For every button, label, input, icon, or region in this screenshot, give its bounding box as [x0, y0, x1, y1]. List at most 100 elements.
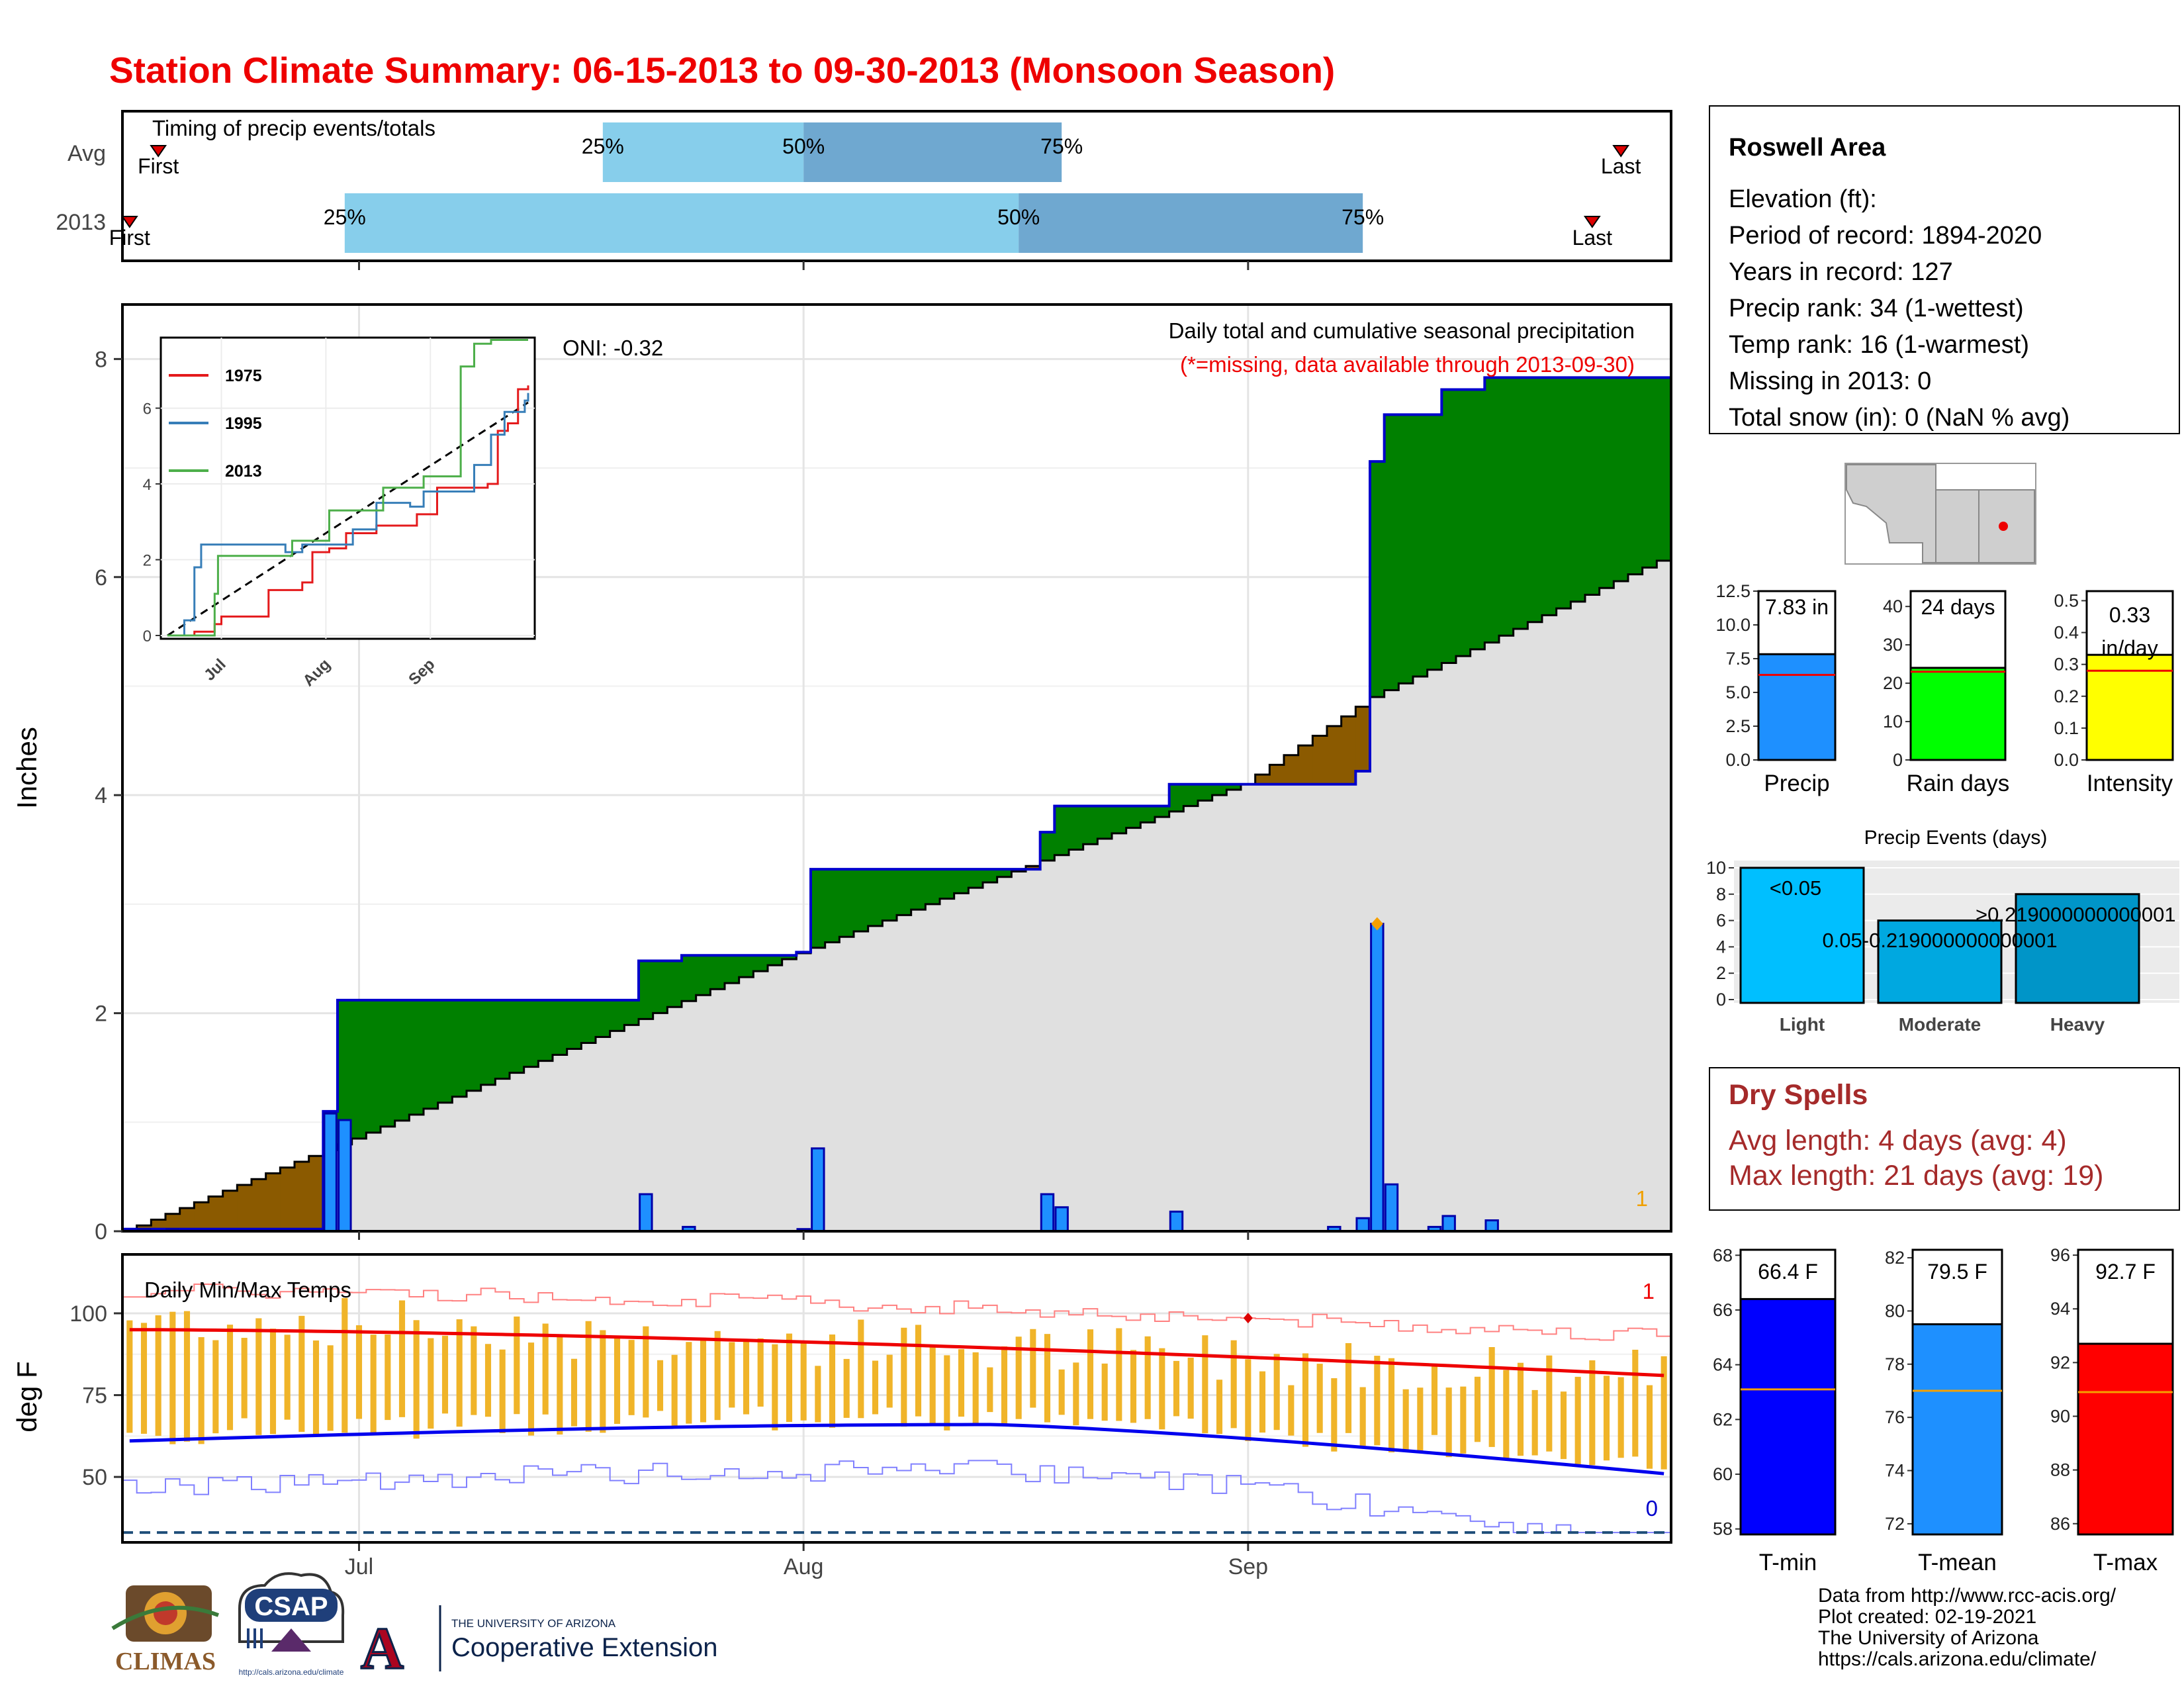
departure-segment — [1470, 389, 1485, 649]
precip-total-y-tick-label: 2.5 — [1725, 716, 1751, 736]
daily-temp-bar — [456, 1319, 463, 1427]
events-bar-label-moderate: 0.05-0.219000000000001 — [1822, 929, 2057, 952]
daily-temp-bar — [929, 1346, 936, 1425]
tmin-y-tick-label: 66 — [1713, 1300, 1733, 1320]
daily-temp-bar — [1288, 1385, 1295, 1436]
events-bar-heavy — [2015, 893, 2140, 1004]
timing-y2013-last-marker — [1583, 216, 1601, 228]
precip-corner-count: 1 — [1636, 1186, 1648, 1211]
daily-temp-bar — [1058, 1369, 1065, 1415]
tmax-y-tick-label: 88 — [2050, 1460, 2070, 1480]
departure-segment — [1642, 377, 1657, 568]
daily-temp-bar — [169, 1311, 176, 1444]
tmean-value-label: 79.5 F — [1927, 1260, 1987, 1284]
rain-days-chart: 0 10 20 30 40 24 days Rain days — [1883, 590, 2010, 796]
normal-max-line — [129, 1328, 1664, 1378]
station-name: Roswell Area — [1729, 134, 1886, 162]
temp-y-tick-label: 100 — [69, 1301, 107, 1327]
intensity-value-bar — [2085, 653, 2174, 761]
rain-days-value-bar — [1909, 667, 2007, 761]
locator-map — [1844, 463, 2036, 565]
departure-segment — [1456, 389, 1471, 657]
footer-line-4: https://cals.arizona.edu/climate/ — [1818, 1648, 2097, 1670]
departure-segment — [1112, 806, 1127, 833]
inset-legend-label-2013: 2013 — [225, 462, 262, 481]
station-location-dot — [1999, 522, 2008, 531]
departure-segment — [1284, 755, 1299, 784]
timing-avg-pct-2: 50% — [782, 134, 825, 158]
tmax-value-bar — [2077, 1342, 2174, 1536]
precip-total-y-tick-label: 7.5 — [1725, 649, 1751, 669]
departure-segment — [366, 1000, 381, 1133]
timing-y2013-pct-3: 75% — [1342, 205, 1384, 229]
precip-total-y-tick-label: 12.5 — [1715, 581, 1751, 601]
daily-precip-bar-2013-09-09 — [1355, 1217, 1370, 1233]
departure-segment — [1169, 784, 1184, 812]
departure-segment — [538, 1000, 553, 1061]
daily-temp-bar — [284, 1335, 291, 1420]
departure-segment — [1413, 414, 1428, 677]
precip-y-axis-label: Inches — [11, 727, 42, 809]
departure-segment — [424, 1000, 439, 1109]
daily-temp-bar — [1560, 1391, 1567, 1460]
info-period: Period of record: 1894-2020 — [1729, 222, 2042, 250]
daily-temp-bar — [140, 1323, 148, 1434]
departure-segment — [1570, 377, 1586, 602]
departure-segment — [1069, 806, 1084, 850]
daily-temp-bar — [714, 1331, 721, 1421]
rain-days-category-label: Rain days — [1907, 771, 2010, 796]
daily-temp-bar — [1331, 1378, 1338, 1452]
departure-segment — [308, 1156, 324, 1229]
departure-segment — [1355, 706, 1371, 771]
csap-text: CSAP — [254, 1592, 328, 1621]
departure-segment — [997, 869, 1012, 877]
daily-precip-bar-2013-08-02 — [811, 1147, 825, 1233]
inset-normal-line — [167, 401, 529, 637]
info-precip-rank: Precip rank: 34 (1-wettest) — [1729, 295, 2024, 322]
departure-segment — [954, 869, 969, 894]
daily-temp-bar — [1130, 1350, 1137, 1423]
daily-temp-bar — [843, 1358, 850, 1418]
tmax-y-tick-label: 86 — [2050, 1514, 2070, 1534]
precip-y-tick-label: 8 — [95, 347, 107, 372]
events-y-tick-label: 8 — [1716, 884, 1726, 904]
daily-temp-bar — [1503, 1370, 1510, 1460]
departure-segment — [265, 1173, 281, 1229]
precip-total-category-label: Precip — [1764, 771, 1829, 796]
intensity-y-tick-label: 0.0 — [2054, 750, 2079, 770]
daily-temp-bar — [298, 1315, 305, 1432]
timing-avg-last-marker — [1612, 145, 1630, 158]
departure-segment — [1083, 806, 1098, 845]
daily-temp-bar — [757, 1338, 764, 1407]
departure-segment — [667, 961, 682, 1008]
daily-temp-bar — [341, 1297, 348, 1433]
timing-y2013-first-marker — [120, 216, 138, 228]
daily-temp-bar — [886, 1354, 893, 1408]
departure-segment — [581, 1000, 596, 1043]
departure-segment — [610, 1000, 625, 1031]
daily-temp-bar — [1015, 1336, 1022, 1419]
departure-segment — [882, 869, 897, 921]
events-y-tick-label: 0 — [1716, 990, 1726, 1009]
departure-segment — [567, 1000, 582, 1049]
daily-temp-bar — [1402, 1389, 1409, 1451]
departure-segment — [394, 1000, 410, 1121]
daily-temp-bar — [872, 1360, 879, 1415]
record-temp-marker — [1243, 1313, 1253, 1324]
departure-segment — [1026, 866, 1041, 870]
rain-days-value-label: 24 days — [1921, 595, 1995, 619]
tmean-y-tick-label: 72 — [1885, 1514, 1905, 1534]
observed-cumulative-line — [122, 376, 1671, 1231]
inset-y-tick-label: 2 — [143, 552, 152, 570]
tmean-chart: 72 74 76 78 80 82 79.5 F T-mean — [1885, 1248, 2003, 1575]
ua-logo: A A THE UNIVERSITY OF ARIZONA Cooperativ… — [360, 1605, 717, 1683]
departure-segment — [1269, 765, 1285, 784]
departure-segment — [1054, 806, 1069, 855]
daily-temp-bar — [355, 1325, 363, 1419]
daily-temp-bar — [1216, 1380, 1223, 1434]
month-label-Aug: Aug — [784, 1554, 824, 1579]
intensity-y-tick-label: 0.5 — [2054, 590, 2079, 610]
daily-temp-bar — [484, 1344, 492, 1417]
daily-temp-bar — [800, 1342, 807, 1421]
